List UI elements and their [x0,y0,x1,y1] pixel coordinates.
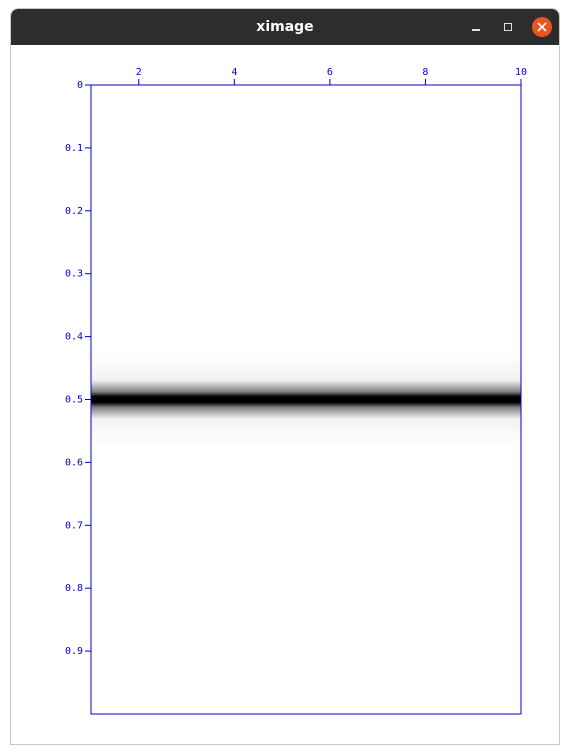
y-tick-label: 0.4 [65,332,83,343]
ximage-plot: 2 4 6 8 10 0 0.1 0.2 0.3 0.4 0.5 0.6 0.7 0.8 0.9 [65,67,527,715]
x-tick-label: 2 [136,67,142,78]
maximize-icon[interactable] [500,19,516,35]
y-tick-label: 0.8 [65,583,83,594]
intensity-band [91,351,521,448]
close-x-glyph [537,22,547,32]
y-tick-label: 0.5 [65,395,83,406]
title-bar[interactable]: ximage [11,9,559,45]
window-title: ximage [256,19,314,35]
y-tick-label: 0.9 [65,646,83,657]
y-tick-label: 0 [77,80,83,91]
x-tick-label: 6 [327,67,333,78]
x-tick-label: 10 [515,67,527,78]
minimize-icon[interactable] [468,19,484,35]
y-tick-label: 0.2 [65,206,83,217]
y-tick-label: 0.7 [65,520,83,531]
x-tick-label: 8 [422,67,428,78]
image-canvas-area: 2 4 6 8 10 0 0.1 0.2 0.3 0.4 0.5 0.6 0.7 0.8 0.9 [11,45,559,744]
y-tick-label: 0.1 [65,143,83,154]
y-tick-label: 0.6 [65,457,83,468]
x-tick-label: 4 [231,67,237,78]
ximage-window: ximage [10,8,560,745]
close-icon[interactable] [532,17,552,37]
y-tick-label: 0.3 [65,269,83,280]
